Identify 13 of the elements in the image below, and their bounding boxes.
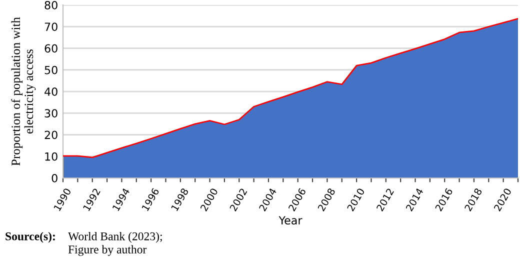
y-tick-label: 10 [45,152,58,161]
text: World Bank (2023); Figure by author [68,232,162,256]
x-axis-title: Year [278,216,302,225]
y-tick-label: 60 [44,44,58,53]
source-note: Source(s): [6,232,55,243]
y-tick-label: 80 [44,0,58,10]
y-axis-title: Proportion of population with electricity access [11,17,36,166]
y-tick-label: 70 [44,22,58,32]
y-tick-label: 20 [44,130,58,140]
y-tick-label: 50 [44,66,58,74]
y-tick-label: 40 [44,87,58,96]
y-tick-label: 0 [52,174,58,182]
y-tick-label: 30 [44,109,58,118]
